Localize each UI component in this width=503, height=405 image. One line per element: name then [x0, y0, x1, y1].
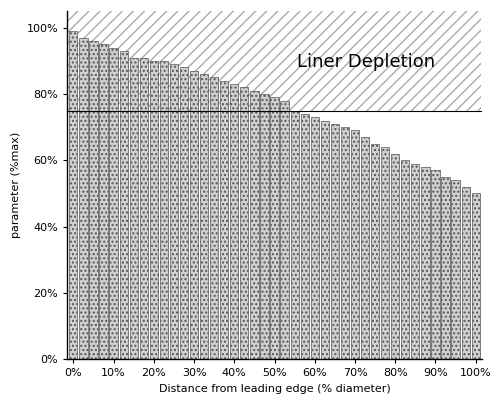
Bar — [301, 114, 309, 359]
X-axis label: Distance from leading edge (% diameter): Distance from leading edge (% diameter) — [158, 384, 390, 394]
Bar — [462, 187, 470, 359]
Bar — [160, 61, 168, 359]
Bar — [140, 58, 148, 359]
Bar — [311, 117, 319, 359]
Bar — [120, 51, 128, 359]
Bar — [391, 154, 399, 359]
Bar — [321, 121, 329, 359]
Y-axis label: parameter (%max): parameter (%max) — [11, 132, 21, 238]
Bar — [100, 44, 108, 359]
Bar — [230, 84, 238, 359]
Bar — [271, 97, 279, 359]
Bar — [422, 167, 430, 359]
Bar — [190, 71, 198, 359]
Bar — [180, 68, 188, 359]
Bar — [401, 160, 409, 359]
Bar — [432, 170, 440, 359]
Bar — [381, 147, 389, 359]
Bar — [281, 101, 289, 359]
Bar — [79, 38, 88, 359]
Bar — [240, 87, 248, 359]
Bar — [371, 144, 379, 359]
Bar — [291, 111, 299, 359]
Bar — [331, 124, 339, 359]
Bar — [250, 91, 259, 359]
Bar — [210, 77, 218, 359]
Bar — [170, 64, 178, 359]
Bar — [452, 180, 460, 359]
Bar — [351, 130, 359, 359]
Bar — [110, 48, 118, 359]
Bar — [90, 41, 98, 359]
Bar — [68, 11, 481, 111]
Bar — [220, 81, 228, 359]
Bar — [442, 177, 450, 359]
Bar — [150, 61, 158, 359]
Text: Liner Depletion: Liner Depletion — [297, 53, 435, 71]
Bar — [261, 94, 269, 359]
Bar — [200, 74, 208, 359]
Bar — [130, 58, 138, 359]
Bar — [69, 31, 77, 359]
Bar — [472, 194, 480, 359]
Bar — [411, 164, 420, 359]
Bar — [341, 127, 349, 359]
Bar — [361, 137, 369, 359]
